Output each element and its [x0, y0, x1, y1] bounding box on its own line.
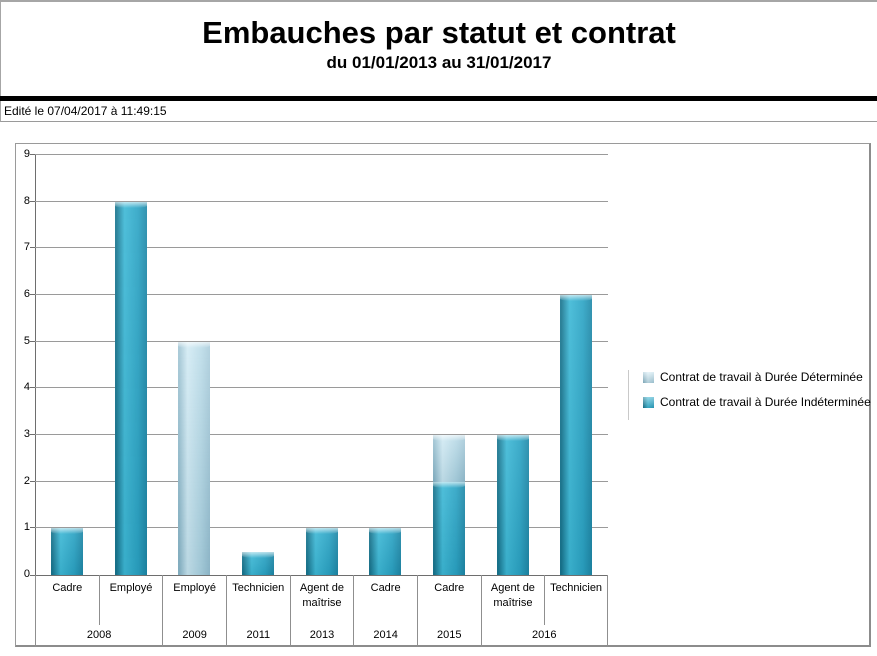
gridline-2	[35, 480, 608, 482]
bar-cdi-technicien-2011	[241, 551, 274, 575]
y-axis-label-5: 5	[23, 334, 30, 347]
bar-cdi-cadre-2015	[432, 481, 465, 575]
y-axis-label-0: 0	[23, 568, 30, 580]
x-category-label: Cadre	[353, 575, 417, 625]
bar-bevel	[305, 528, 338, 535]
gridline-9	[35, 154, 608, 155]
x-category-label: Agent de maîtrise	[289, 575, 354, 625]
x-category-label: Cadre	[35, 575, 99, 625]
y-axis-label-3: 3	[23, 428, 30, 440]
x-category-label: Employé	[98, 575, 163, 625]
y-tick-7	[30, 247, 35, 249]
y-tick-2	[30, 480, 35, 482]
y-axis-label-7: 7	[23, 241, 30, 254]
bar-bevel	[241, 551, 274, 558]
chart-frame: Cadre Employé Employé Technicien Agent de ma…	[15, 143, 871, 647]
gridline-3	[35, 434, 608, 435]
gridline-7	[35, 247, 608, 249]
edited-timestamp: Edité le 07/04/2017 à 11:49:15	[0, 101, 877, 122]
bar-bevel	[432, 435, 465, 442]
bar-cdi-agent-de-ma-trise-2016	[496, 435, 529, 575]
chart-legend: Contrat de travail à Durée Déterminée Con…	[628, 370, 871, 420]
legend-label-cdd: Contrat de travail à Durée Déterminée	[660, 370, 863, 384]
x-year-label-2016: 2016	[480, 625, 608, 647]
legend-marker-cdi-icon	[643, 396, 654, 408]
legend-label-cdi: Contrat de travail à Durée Indéterminée	[660, 395, 871, 409]
report-header: Embauches par statut et contrat du 01/01…	[0, 0, 877, 96]
x-axis-category-row: Cadre Employé Employé Technicien Agent de ma…	[35, 575, 608, 625]
bar-cdd-cadre-2015	[432, 435, 465, 482]
y-tick-6	[30, 294, 35, 295]
y-axis-label-4: 4	[23, 381, 30, 394]
page-subtitle: du 01/01/2013 au 31/01/2017	[326, 53, 552, 73]
gridline-5	[35, 340, 608, 342]
x-category-label: Employé	[162, 575, 226, 625]
page-title: Embauches par statut et contrat	[202, 15, 676, 50]
x-year-label-2008: 2008	[35, 625, 162, 647]
bar-cdi-cadre-2014	[369, 528, 402, 575]
plot-area	[35, 154, 608, 576]
y-tick-5	[30, 340, 35, 342]
x-year-label-2009: 2009	[162, 625, 226, 647]
y-tick-9	[30, 154, 35, 155]
x-year-label-2015: 2015	[416, 625, 481, 647]
y-axis-label-8: 8	[23, 194, 30, 207]
y-tick-8	[30, 200, 35, 202]
header-divider	[0, 96, 877, 101]
x-category-label: Technicien	[544, 575, 608, 625]
bar-bevel	[496, 435, 529, 441]
bar-bevel	[178, 341, 211, 348]
gridline-0	[35, 575, 608, 576]
x-year-label-2014: 2014	[353, 625, 417, 647]
gridline-4	[35, 387, 608, 389]
y-axis-label-2: 2	[23, 474, 30, 487]
bar-cdi-technicien-2016	[560, 295, 593, 575]
bar-bevel	[50, 528, 83, 535]
y-tick-0	[30, 575, 35, 576]
y-axis-label-1: 1	[23, 521, 30, 534]
bar-cdi-cadre-2008	[50, 528, 83, 575]
x-category-label: Agent de maîtrise	[480, 575, 545, 625]
x-year-label-2011: 2011	[225, 625, 290, 647]
x-year-label-2013: 2013	[289, 625, 354, 647]
x-axis-year-row: 2008 2009 2011 2013 2014 2015 2016	[35, 625, 608, 647]
y-tick-4	[30, 387, 35, 389]
legend-marker-cdd-icon	[643, 371, 654, 383]
y-axis-label-9: 9	[23, 148, 30, 160]
x-category-label: Cadre	[416, 575, 481, 625]
y-axis-label-6: 6	[23, 288, 30, 300]
gridline-1	[35, 527, 608, 529]
bar-bevel	[114, 201, 147, 208]
bar-bevel	[432, 481, 465, 488]
bar-cdd-employ--2009	[178, 341, 211, 575]
bar-cdi-agent-de-ma-trise-2013	[305, 528, 338, 575]
y-axis-line	[35, 155, 36, 646]
gridline-8	[35, 200, 608, 202]
legend-item-cdi: Contrat de travail à Durée Indéterminée	[643, 395, 871, 409]
y-tick-3	[30, 434, 35, 435]
y-tick-1	[30, 527, 35, 529]
bar-bevel	[369, 528, 402, 535]
x-category-label: Technicien	[225, 575, 290, 625]
bar-cdi-employ--2008	[114, 201, 147, 575]
gridline-6	[35, 294, 608, 295]
bar-bevel	[560, 295, 593, 301]
legend-item-cdd: Contrat de travail à Durée Déterminée	[643, 370, 871, 384]
